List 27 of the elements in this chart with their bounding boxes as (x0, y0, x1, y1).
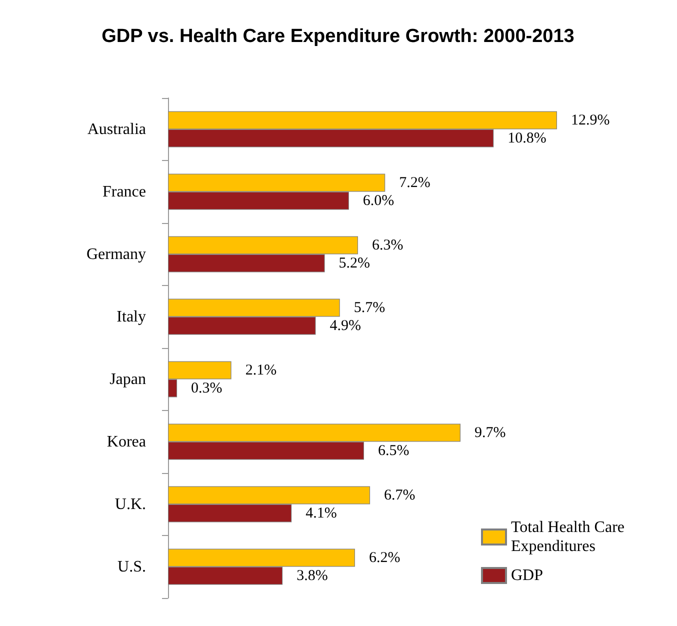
data-label: 5.7% (354, 300, 386, 316)
data-label: 6.7% (384, 487, 416, 504)
y-tick-label: Italy (116, 308, 146, 326)
data-label: 0.3% (191, 380, 222, 396)
data-label: 6.5% (378, 442, 410, 459)
y-tick-label: France (102, 183, 146, 200)
legend-label: GDP (511, 567, 544, 584)
y-tick-label: U.S. (118, 558, 146, 576)
data-label: 10.8% (508, 130, 546, 146)
data-label: 6.3% (372, 237, 404, 254)
y-tick-label: Korea (106, 433, 146, 450)
legend-label: Total Health Care Expenditures (511, 519, 628, 555)
y-tick-label: Germany (86, 246, 146, 263)
data-label: 4.1% (306, 505, 337, 522)
data-label: 12.9% (571, 112, 610, 128)
data-label: 9.7% (474, 424, 506, 441)
data-label: 6.2% (368, 550, 400, 566)
chart-title: GDP vs. Health Care Expenditure Growth: 2000-2013 (102, 26, 574, 47)
y-tick-label: Australia (87, 120, 146, 138)
data-label: 6.0% (362, 192, 394, 209)
data-label: 3.8% (296, 568, 328, 584)
data-label: 7.2% (399, 174, 430, 191)
data-label: 2.1% (245, 362, 277, 378)
data-label: 5.2% (338, 255, 370, 272)
data-label: 4.9% (330, 318, 362, 334)
y-tick-label: U.K. (114, 496, 146, 513)
y-tick-label: Japan (110, 370, 146, 388)
